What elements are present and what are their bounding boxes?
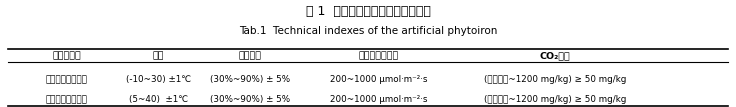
Text: 表 1  人工干旱环境气候室技术指标: 表 1 人工干旱环境气候室技术指标 [305, 5, 431, 18]
Text: (5~40)  ±1℃: (5~40) ±1℃ [129, 95, 188, 104]
Text: (-10~30) ±1℃: (-10~30) ±1℃ [126, 75, 191, 84]
Text: 200~1000 μmol·m⁻²·s: 200~1000 μmol·m⁻²·s [330, 95, 428, 104]
Text: 常温顶置光气候室: 常温顶置光气候室 [46, 95, 88, 104]
Text: 低温顶置光气候室: 低温顶置光气候室 [46, 75, 88, 84]
Text: (30%~90%) ± 5%: (30%~90%) ± 5% [210, 75, 291, 84]
Text: (大气本底~1200 mg/kg) ≥ 50 mg/kg: (大气本底~1200 mg/kg) ≥ 50 mg/kg [484, 95, 626, 104]
Text: 气候室类型: 气候室类型 [52, 52, 81, 61]
Text: 光量子通量密度: 光量子通量密度 [359, 52, 399, 61]
Text: CO₂求要: CO₂求要 [540, 52, 570, 61]
Text: (大气本底~1200 mg/kg) ≥ 50 mg/kg: (大气本底~1200 mg/kg) ≥ 50 mg/kg [484, 75, 626, 84]
Text: (30%~90%) ± 5%: (30%~90%) ± 5% [210, 95, 291, 104]
Text: 200~1000 μmol·m⁻²·s: 200~1000 μmol·m⁻²·s [330, 75, 428, 84]
Text: 温度: 温度 [153, 52, 164, 61]
Text: Tab.1  Technical indexes of the artificial phytoiron: Tab.1 Technical indexes of the artificia… [238, 26, 498, 36]
Text: 相对湿度: 相对湿度 [239, 52, 262, 61]
